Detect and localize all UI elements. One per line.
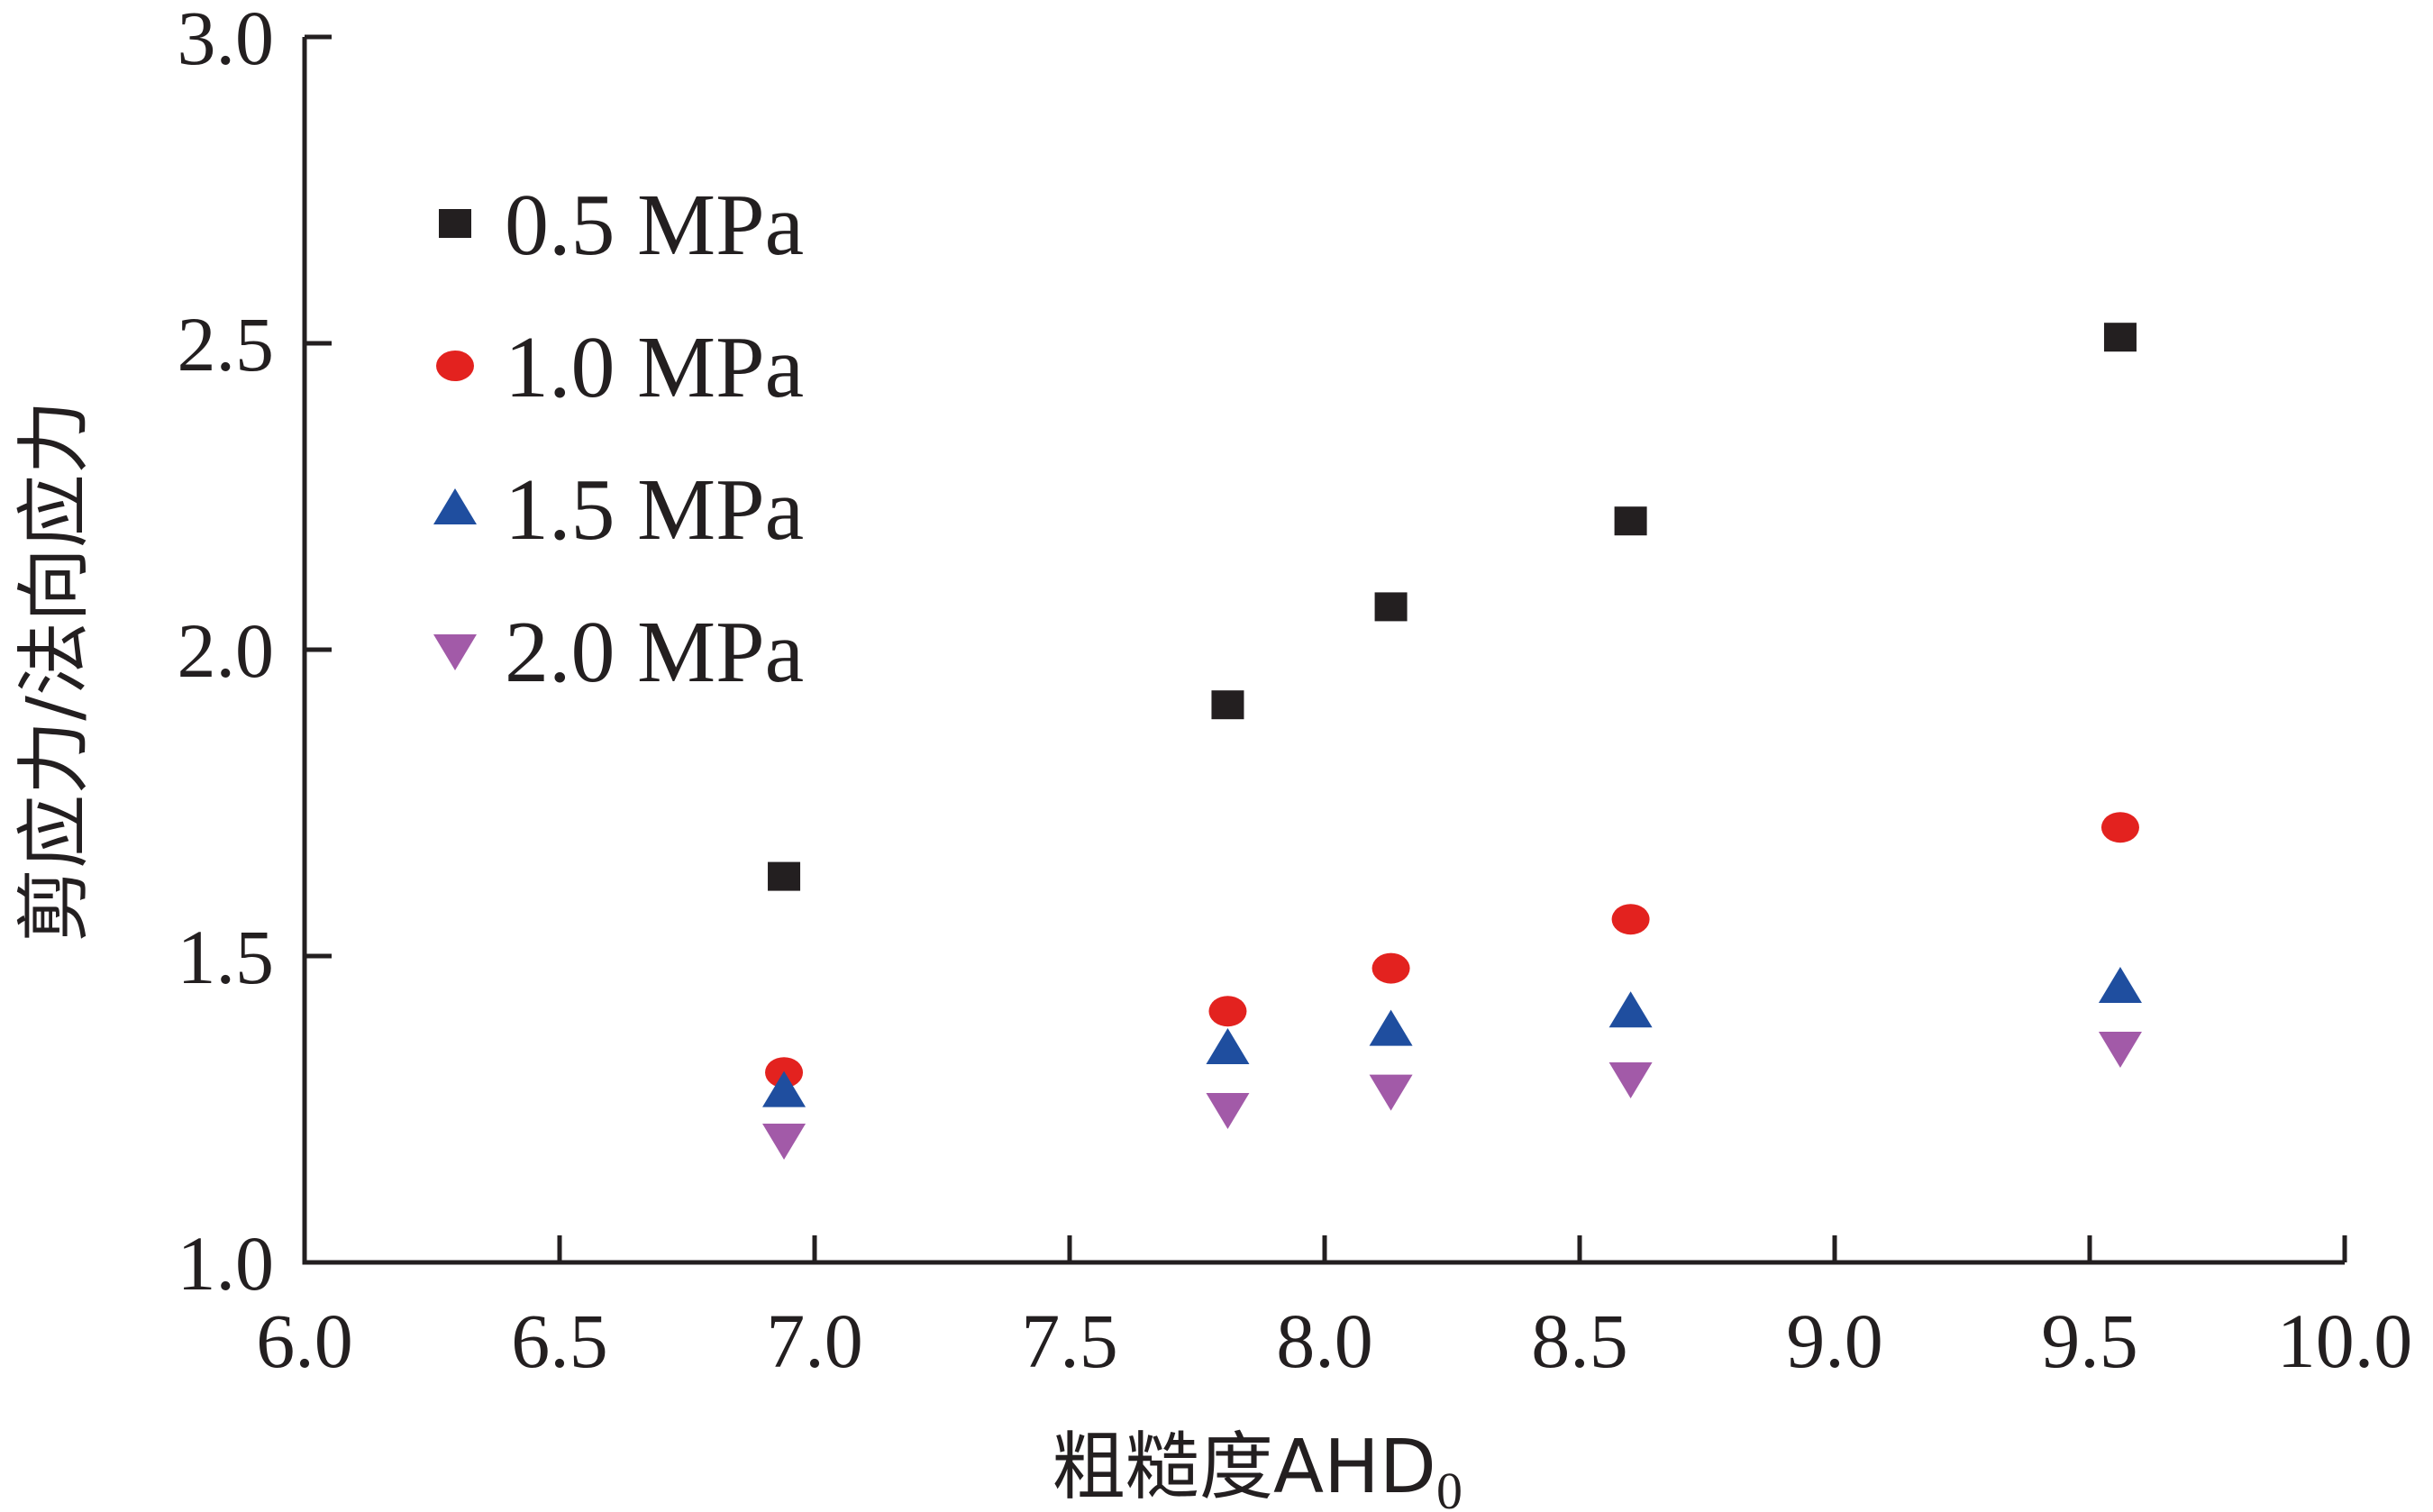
data-point xyxy=(1206,1028,1250,1064)
x-tick-label: 10.0 xyxy=(2277,1298,2413,1384)
legend-item: 2.0 MPa xyxy=(433,604,804,701)
legend-item: 1.5 MPa xyxy=(433,461,804,559)
data-point xyxy=(1371,952,1410,984)
data-point xyxy=(1211,690,1244,720)
x-axis-title-text: 粗糙度AHD xyxy=(1052,1425,1436,1510)
data-points xyxy=(762,323,2142,1160)
y-tick-label: 2.5 xyxy=(178,301,275,387)
x-tick-label: 9.0 xyxy=(1786,1298,1883,1384)
data-point xyxy=(1608,991,1653,1028)
legend-marker xyxy=(433,634,477,670)
data-point xyxy=(762,1070,806,1107)
x-tick-label: 7.5 xyxy=(1021,1298,1118,1384)
x-tick-label: 8.0 xyxy=(1276,1298,1373,1384)
x-axis-title: 粗糙度AHD0 xyxy=(1052,1425,1463,1512)
data-point xyxy=(1369,1074,1413,1111)
x-tick-label: 9.5 xyxy=(2041,1298,2138,1384)
data-point xyxy=(1608,1062,1653,1098)
x-tick-label: 8.5 xyxy=(1531,1298,1628,1384)
legend-label: 0.5 MPa xyxy=(505,177,804,274)
data-point xyxy=(2098,1032,2142,1068)
y-axis-title: 剪应力/法向应力 xyxy=(12,400,97,943)
series-2 xyxy=(765,812,2139,1088)
legend-item: 1.0 MPa xyxy=(436,319,804,416)
legend-label: 2.0 MPa xyxy=(505,604,804,701)
y-tick-label: 1.0 xyxy=(178,1220,275,1307)
legend: 0.5 MPa 1.0 MPa 1.5 MPa 2.0 MPa xyxy=(433,177,804,701)
y-tick-label: 3.0 xyxy=(178,0,275,81)
legend-marker xyxy=(439,209,471,238)
x-tick-label: 6.0 xyxy=(256,1298,353,1384)
x-tick-label: 7.0 xyxy=(766,1298,863,1384)
y-tick-label: 1.5 xyxy=(178,914,275,1000)
data-point xyxy=(2103,323,2137,352)
legend-marker xyxy=(433,488,477,524)
legend-label: 1.0 MPa xyxy=(505,319,804,416)
data-point xyxy=(2098,967,2142,1003)
legend-label: 1.5 MPa xyxy=(505,461,804,559)
series-1 xyxy=(768,323,2137,891)
data-point xyxy=(2100,812,2139,843)
x-axis-ticks: 6.0 6.5 7.0 7.5 8.0 8.5 9.0 9.5 10.0 xyxy=(256,1235,2412,1384)
data-point xyxy=(1374,592,1408,622)
data-point xyxy=(1611,904,1650,935)
y-tick-label: 2.0 xyxy=(178,607,275,694)
data-point xyxy=(1206,1093,1250,1129)
data-point xyxy=(768,861,801,891)
y-axis-ticks: 1.0 1.5 2.0 2.5 3.0 xyxy=(178,0,332,1307)
data-point xyxy=(1369,1009,1413,1046)
legend-marker xyxy=(436,351,474,381)
x-axis-title-subscript: 0 xyxy=(1436,1462,1463,1512)
x-tick-label: 6.5 xyxy=(511,1298,608,1384)
series-4 xyxy=(762,1032,2142,1160)
data-point xyxy=(1614,506,1647,536)
data-point xyxy=(762,1124,806,1160)
data-point xyxy=(1208,996,1247,1027)
legend-item: 0.5 MPa xyxy=(439,177,804,274)
series-3 xyxy=(762,967,2142,1107)
